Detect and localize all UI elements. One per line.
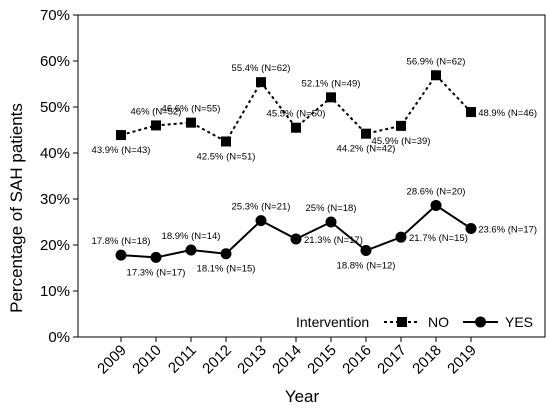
legend-marker-square [397,317,407,327]
point-marker-yes [290,233,302,245]
point-marker-no [291,122,301,133]
data-label-yes: 17.8% (N=18) [92,236,151,247]
x-tick-label: 2014 [269,342,305,378]
x-tick-label: 2019 [444,342,480,378]
data-label-yes: 21.7% (N=15) [409,233,468,244]
point-marker-yes [465,222,477,234]
point-marker-yes [360,245,372,257]
data-label-no: 55.4% (N=62) [232,63,291,74]
data-label-no: 45.9% (N=39) [372,136,431,147]
data-label-yes: 17.3% (N=17) [127,267,186,278]
y-tick-label: 60% [40,53,70,70]
point-marker-yes [220,248,232,260]
data-label-no: 46.6% (N=55) [162,104,221,115]
legend-entry: YES [505,314,533,330]
y-tick-label: 10% [40,283,70,300]
legend-marker-circle [475,316,486,328]
point-marker-no [361,128,371,139]
x-tick-label: 2013 [234,342,270,378]
data-label-yes: 18.9% (N=14) [162,231,221,242]
data-label-yes: 28.6% (N=20) [407,186,466,197]
legend-title: Intervention [296,314,369,330]
point-marker-no [326,92,336,103]
data-label-no: 45.5% (N=50) [267,109,326,120]
x-tick-label: 2018 [409,342,445,378]
x-tick-label: 2016 [339,342,375,378]
point-marker-no [116,130,126,141]
data-label-no: 43.9% (N=43) [92,145,151,156]
point-marker-no [256,77,266,88]
data-label-no: 56.9% (N=62) [407,56,466,67]
data-label-no: 52.1% (N=49) [302,78,361,89]
y-tick-label: 50% [40,99,70,116]
point-marker-no [186,117,196,128]
y-axis-title: Percentage of SAH patients [7,103,26,313]
data-label-no: 46% (N=52) [131,106,182,117]
point-marker-no [151,120,161,131]
y-tick-label: 20% [40,237,70,254]
x-tick-label: 2010 [129,342,165,378]
data-label-no: 42.5% (N=51) [197,152,256,163]
plot-border [77,14,546,338]
x-tick-label: 2012 [199,342,235,378]
data-label-no: 44.2% (N=42) [337,144,396,155]
y-tick-label: 30% [40,191,70,208]
x-tick-label: 2017 [374,342,410,378]
point-marker-no [221,136,231,147]
y-tick-label: 70% [40,7,70,24]
point-marker-yes [115,249,127,261]
data-label-yes: 21.3% (N=17) [304,235,363,246]
y-tick-label: 0% [48,329,70,346]
point-marker-no [431,70,441,81]
x-tick-label: 2009 [94,342,130,378]
point-marker-no [466,107,476,118]
point-marker-yes [325,216,337,228]
x-tick-label: 2011 [165,342,200,377]
data-label-no: 48.9% (N=46) [478,108,537,119]
x-tick-label: 2015 [304,342,340,378]
point-marker-no [396,120,406,131]
y-tick-label: 40% [40,145,70,162]
series-line-no [120,73,472,143]
data-label-yes: 18.8% (N=12) [337,261,396,272]
point-marker-yes [255,215,267,227]
point-marker-yes [185,244,197,256]
data-label-yes: 25.3% (N=21) [232,202,291,213]
point-marker-yes [395,231,407,243]
legend-entry: NO [428,314,449,330]
data-label-yes: 25% (N=18) [306,203,357,214]
x-axis-title: Year [285,387,320,406]
point-marker-yes [150,251,162,263]
data-label-yes: 18.1% (N=15) [197,264,256,275]
data-label-yes: 23.6% (N=17) [478,224,537,235]
point-marker-yes [430,199,442,211]
